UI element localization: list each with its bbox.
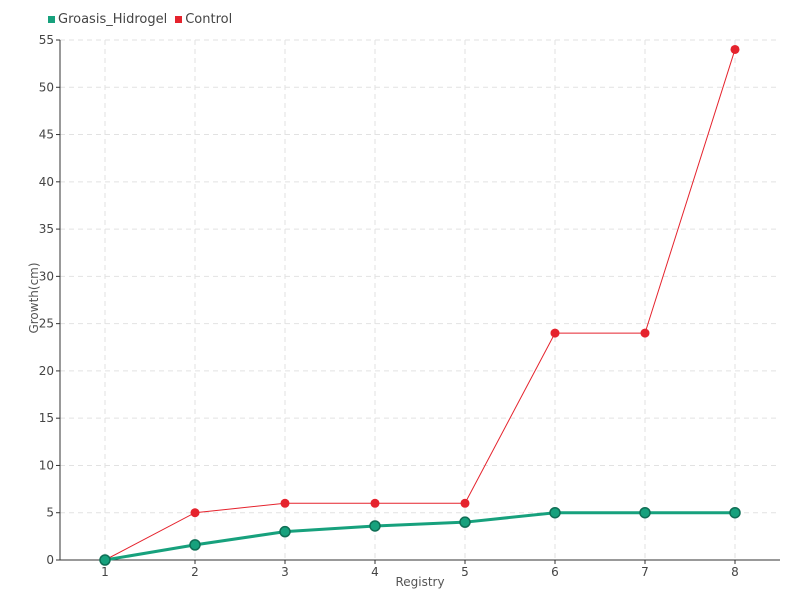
legend: Groasis_Hidrogel Control [48,12,240,27]
data-point-control [460,498,470,508]
data-point-groasis-hidrogel [729,506,741,519]
y-tick-label: 5 [46,506,54,520]
data-point-control [550,328,560,338]
x-tick-label: 1 [101,565,109,579]
legend-swatch-control [175,16,183,23]
y-tick-label: 45 [39,128,54,142]
y-tick-label: 30 [39,269,54,283]
data-point-groasis-hidrogel [189,539,201,551]
x-tick-label: 2 [191,565,199,579]
y-tick-label: 55 [39,33,54,47]
y-tick-label: 50 [39,80,54,94]
x-tick-label: 7 [641,565,649,579]
x-tick-label: 3 [281,565,289,579]
legend-item-groasis[interactable]: Groasis_Hidrogel [48,12,167,27]
legend-swatch-groasis [48,16,55,23]
y-tick-label: 20 [39,364,54,378]
y-tick-label: 10 [39,458,54,472]
grid [60,39,780,560]
data-point-groasis-hidrogel [99,554,111,566]
y-axis-title: Growth(cm) [27,262,41,333]
y-tick-label: 15 [39,411,54,425]
axes [56,39,780,564]
data-point-control [730,44,740,54]
data-point-control [280,498,290,508]
data-point-groasis-hidrogel [549,506,561,519]
x-tick-label: 6 [551,565,559,579]
series-group [99,44,741,566]
data-point-control [370,498,380,508]
x-tick-label: 4 [371,565,379,579]
x-tick-label: 8 [731,565,739,579]
legend-item-control[interactable]: Control [175,12,232,27]
y-tick-label: 35 [39,222,54,236]
data-point-groasis-hidrogel [639,506,651,519]
y-tick-label: 40 [39,175,54,189]
data-point-groasis-hidrogel [459,516,471,528]
data-point-control [640,328,650,338]
x-axis-title: Registry [395,575,444,589]
legend-label-groasis: Groasis_Hidrogel [58,12,168,27]
data-point-groasis-hidrogel [369,520,381,532]
series-line-groasis-hidrogel [104,511,735,562]
data-point-groasis-hidrogel [279,525,291,538]
data-point-control [190,508,200,518]
y-tick-label: 25 [39,317,54,331]
x-tick-label: 5 [461,565,469,579]
legend-label-control: Control [185,12,233,27]
y-tick-label: 0 [46,553,54,567]
series-line-control [104,49,736,561]
